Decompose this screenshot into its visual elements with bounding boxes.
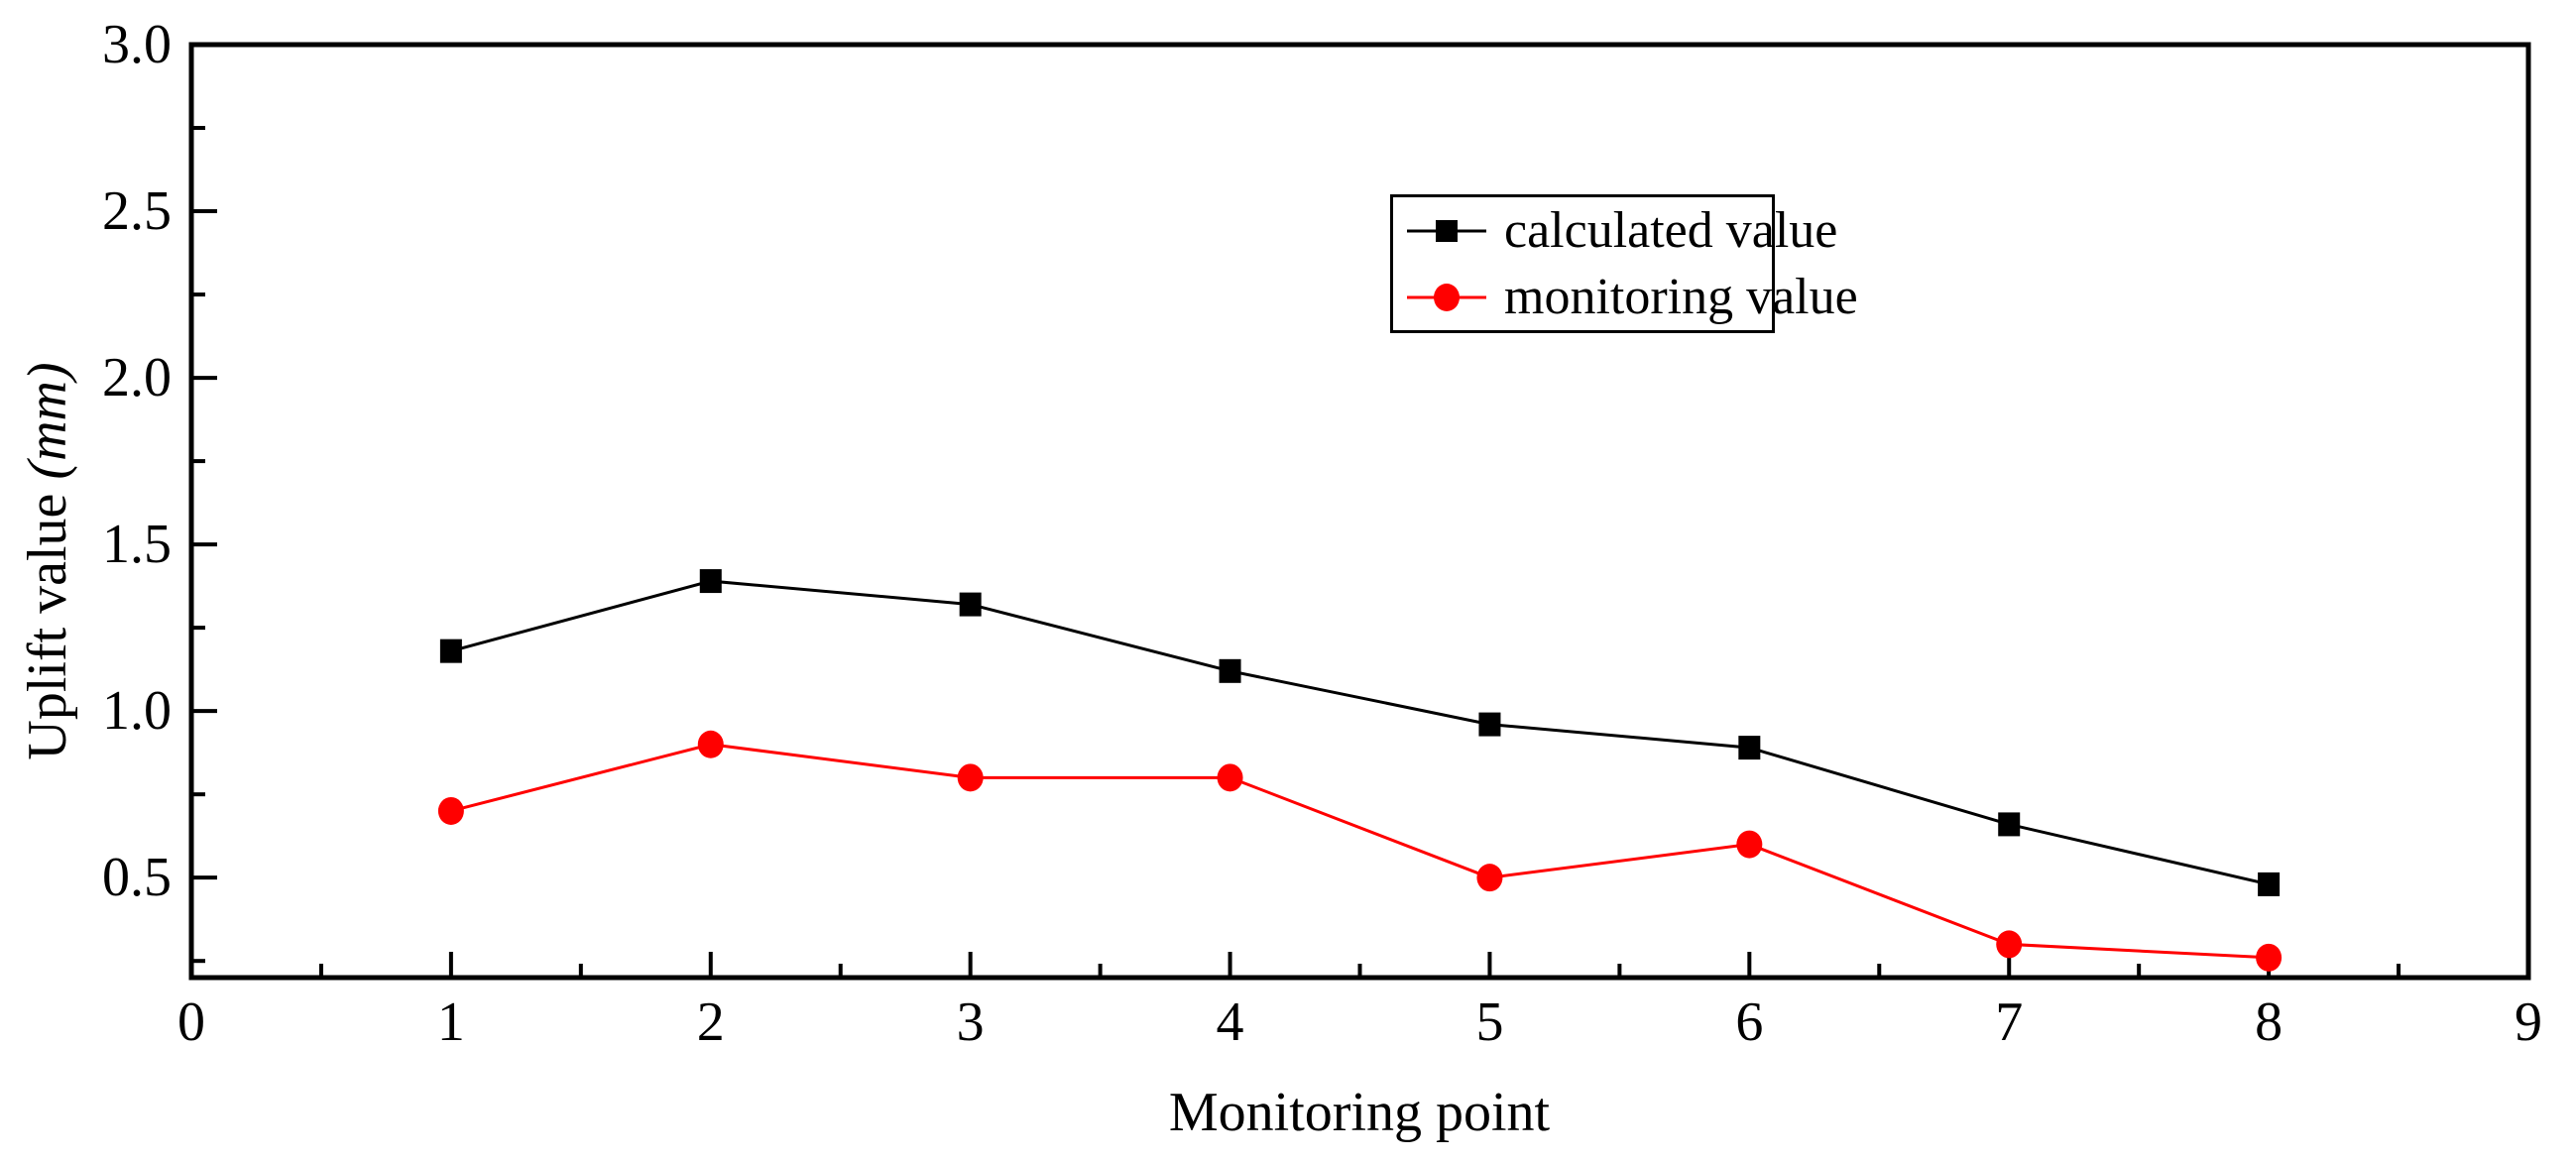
series-line-calculated-value (450, 579, 2270, 886)
data-point-circle-monitoring-value (1736, 830, 1763, 859)
legend-marker-circle-icon (1434, 283, 1460, 311)
x-axis-tick-label: 2 (697, 991, 725, 1053)
data-point-circle-monitoring-value (1217, 763, 1243, 792)
series-line-monitoring-value (450, 743, 2270, 960)
y-axis-tick-label: 1.0 (102, 680, 172, 742)
plot-frame (188, 42, 2531, 981)
y-axis-tick-label: 2.5 (102, 180, 172, 242)
x-axis-tick-label: 0 (177, 991, 205, 1053)
legend-marker-square-icon (1436, 219, 1458, 242)
legend-swatch-monitoring (1407, 283, 1486, 311)
x-axis-tick-label: 5 (1475, 991, 1503, 1053)
data-point-circle-monitoring-value (1996, 930, 2023, 959)
legend-label-monitoring: monitoring value (1504, 268, 1858, 325)
data-point-square-calculated-value (699, 569, 722, 594)
x-axis-tick-label: 9 (2515, 991, 2542, 1053)
x-axis-title: Monitoring point (1168, 1082, 1551, 1143)
y-axis-tick-label: 1.5 (102, 514, 172, 575)
y-axis-title-text: Uplift value (17, 479, 78, 760)
data-point-circle-monitoring-value (437, 796, 464, 825)
legend-label-calculated: calculated value (1504, 201, 1838, 259)
data-point-square-calculated-value (1219, 658, 1241, 683)
data-point-square-calculated-value (1738, 736, 1761, 760)
data-point-square-calculated-value (1478, 712, 1501, 737)
legend-item-calculated-value: calculated value (1393, 197, 1837, 264)
data-point-square-calculated-value (439, 639, 462, 663)
x-axis-tick-label: 1 (437, 991, 465, 1053)
legend-item-monitoring-value: monitoring value (1393, 264, 1858, 330)
legend-swatch-calculated (1407, 219, 1486, 242)
x-axis-tick-label: 7 (1995, 991, 2023, 1053)
y-axis-title-unit: (mm) (17, 362, 78, 480)
data-point-circle-monitoring-value (1476, 864, 1503, 892)
y-axis-tick-label: 3.0 (102, 14, 172, 75)
legend: calculated value monitoring value (1390, 194, 1858, 333)
data-point-square-calculated-value (2258, 872, 2281, 896)
data-point-square-calculated-value (959, 592, 982, 617)
x-axis-tick-label: 8 (2255, 991, 2283, 1053)
data-point-circle-monitoring-value (697, 730, 724, 758)
x-axis-tick-label: 3 (957, 991, 985, 1053)
data-point-circle-monitoring-value (957, 763, 984, 792)
x-axis-tick-label: 4 (1217, 991, 1244, 1053)
x-axis-tick-label: 6 (1735, 991, 1763, 1053)
y-axis-tick-label: 0.5 (102, 847, 172, 908)
y-axis-tick-label: 2.0 (102, 347, 172, 408)
data-point-circle-monitoring-value (2256, 943, 2283, 972)
y-axis-title: Uplift value (mm) (17, 362, 78, 760)
data-point-square-calculated-value (1998, 812, 2021, 837)
